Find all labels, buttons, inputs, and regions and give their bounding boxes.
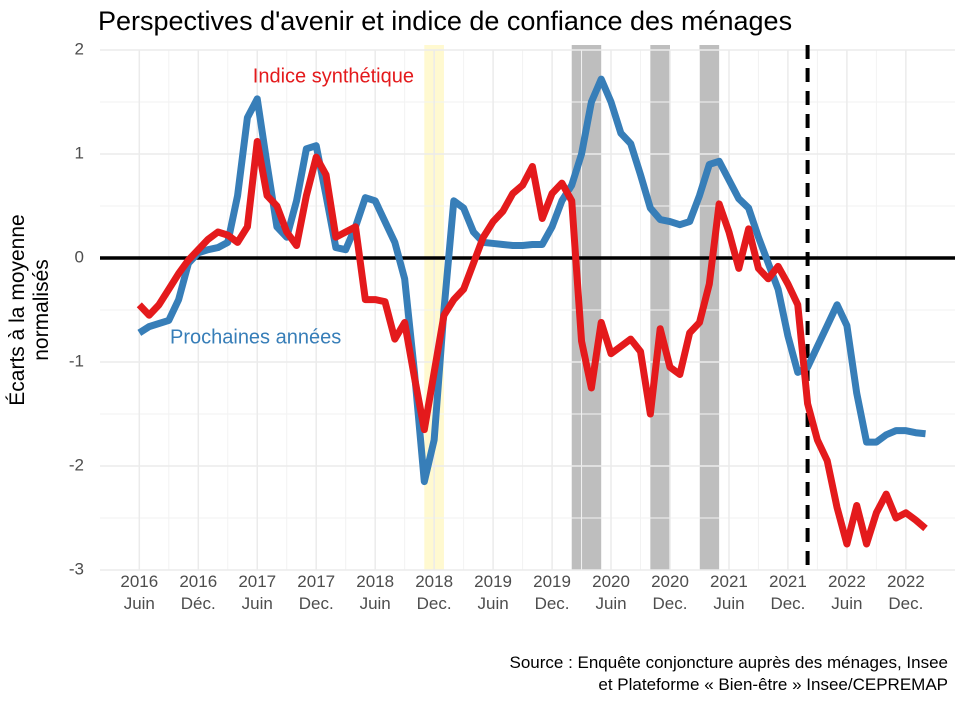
y-tick-label: 0: [75, 247, 84, 266]
source-note: Source : Enquête conjoncture auprès des …: [509, 653, 948, 694]
x-tick-label: 2022 Juin: [827, 572, 866, 613]
x-tick-label: 2018 Dec.: [415, 572, 454, 613]
chart-title: Perspectives d'avenir et indice de confi…: [98, 6, 793, 36]
x-tick-label: 2019 Dec.: [533, 572, 571, 613]
x-tick-label: 2021 Dec.: [769, 572, 807, 613]
x-tick-label: 2018 Juin: [356, 572, 395, 613]
y-tick-label: -2: [69, 455, 84, 474]
series-label: Prochaines années: [170, 326, 341, 348]
series-line: [136, 138, 928, 548]
series-line: [137, 75, 926, 486]
y-tick-label: 1: [75, 143, 84, 162]
x-tick-label: 2020 Juin: [592, 572, 630, 613]
x-tick-label: 2022 Dec.: [886, 572, 925, 613]
highlight-band: [650, 45, 670, 570]
x-tick-label: 2017 Juin: [238, 572, 277, 613]
series-label: Indice synthétique: [253, 65, 414, 87]
y-tick-label: -3: [69, 559, 84, 578]
x-tick-label: 2021 Juin: [710, 572, 748, 613]
x-tick-label: 2020 Dec.: [651, 572, 689, 613]
x-tick-label: 2019 Juin: [474, 572, 512, 613]
x-tick-label: 2016 Juin: [120, 572, 159, 613]
y-tick-label: 2: [75, 39, 84, 58]
x-tick-label: 2017 Dec.: [297, 572, 336, 613]
y-tick-label: -1: [69, 351, 84, 370]
y-axis-label: Écarts à la moyenne normalisés: [6, 214, 53, 406]
x-tick-label: 2016 Déc.: [179, 572, 218, 613]
